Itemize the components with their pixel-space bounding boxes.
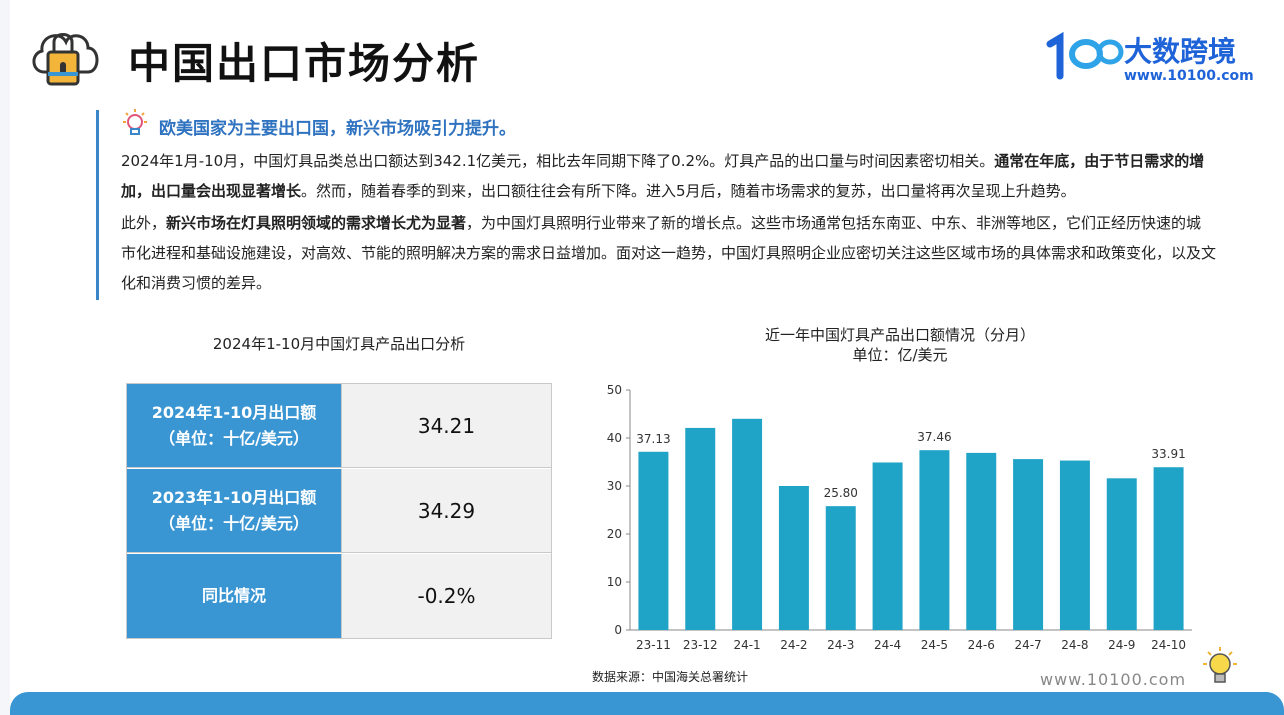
chart-subtitle: 单位：亿/美元 (852, 346, 948, 364)
bar (872, 462, 903, 630)
data-source: 数据来源：中国海关总署统计 (592, 670, 749, 684)
footer-url[interactable]: www.10100.com (1040, 670, 1187, 689)
bar (638, 451, 669, 630)
y-tick-label: 10 (607, 575, 622, 589)
page-title: 中国出口市场分析 (128, 39, 481, 88)
bar (1153, 467, 1184, 630)
cloud-lock-icon (32, 33, 99, 86)
x-tick-label: 24-7 (1014, 638, 1041, 652)
y-tick-label: 0 (614, 623, 622, 637)
bar (778, 486, 809, 630)
bar (732, 418, 763, 630)
table-title: 2024年1-10月中国灯具产品出口分析 (212, 335, 466, 353)
bar (1106, 478, 1137, 630)
export-stat-table: 2024年1-10月出口额 （单位：十亿/美元） 34.21 2023年1-10… (126, 383, 552, 639)
table-row: 2024年1-10月出口额 （单位：十亿/美元） 34.21 (127, 384, 553, 469)
bar (919, 450, 950, 630)
bar (825, 506, 856, 630)
page-left-border (0, 0, 10, 715)
table-row: 2023年1-10月出口额 （单位：十亿/美元） 34.29 (127, 469, 553, 554)
data-label: 37.13 (636, 432, 670, 446)
row-value: 34.29 (341, 469, 551, 553)
x-tick-label: 24-5 (921, 638, 948, 652)
y-tick-label: 30 (607, 479, 622, 493)
intro-section: 欧美国家为主要出口国，新兴市场吸引力提升。 2024年1月-10月，中国灯具品类… (96, 109, 1226, 300)
intro-paragraph-1: 2024年1月-10月，中国灯具品类总出口额达到342.1亿美元，相比去年同期下… (121, 152, 1205, 200)
bar (1013, 459, 1044, 630)
bar (685, 427, 716, 630)
lightbulb-icon (1203, 647, 1237, 683)
x-tick-label: 23-12 (683, 638, 718, 652)
table-row: 同比情况 -0.2% (127, 554, 553, 639)
data-label: 37.46 (917, 430, 951, 444)
row-value: 34.21 (341, 384, 551, 468)
data-label: 25.80 (824, 486, 858, 500)
bar (966, 452, 997, 630)
x-tick-label: 24-1 (733, 638, 760, 652)
x-tick-label: 24-9 (1108, 638, 1135, 652)
x-tick-label: 24-8 (1061, 638, 1088, 652)
row-label: 2023年1-10月出口额 （单位：十亿/美元） (127, 469, 341, 553)
data-label: 33.91 (1151, 447, 1185, 461)
x-tick-label: 24-3 (827, 638, 854, 652)
x-tick-label: 24-2 (780, 638, 807, 652)
brand-logo-icon (1046, 31, 1124, 80)
brand-name: 大数跨境 (1124, 35, 1237, 68)
y-tick-label: 50 (607, 383, 622, 397)
export-bar-chart: 0 10 20 30 40 50 23-11 37.13 23-12 24-1 24-2 24-3 25… (607, 383, 1192, 652)
x-tick-label: 24-4 (874, 638, 901, 652)
y-tick-label: 20 (607, 527, 622, 541)
intro-paragraph-2: 此外，新兴市场在灯具照明领域的需求增长尤为显著，为中国灯具照明行业带来了新的增长… (121, 214, 1217, 292)
brand-url[interactable]: www.10100.com (1124, 68, 1254, 84)
intro-headline: 欧美国家为主要出口国，新兴市场吸引力提升。 (159, 119, 516, 139)
chart-title: 近一年中国灯具产品出口额情况（分月） 单位：亿/美元 (600, 325, 1200, 365)
x-tick-label: 23-11 (636, 638, 671, 652)
footer-bar (10, 692, 1284, 715)
row-label: 2024年1-10月出口额 （单位：十亿/美元） (127, 384, 341, 468)
row-value: -0.2% (341, 554, 551, 638)
bar (1059, 460, 1090, 630)
x-tick-label: 24-6 (968, 638, 995, 652)
lightbulb-icon (123, 109, 147, 135)
x-tick-label: 24-10 (1151, 638, 1186, 652)
y-tick-label: 40 (607, 431, 622, 445)
row-label: 同比情况 (127, 554, 341, 638)
